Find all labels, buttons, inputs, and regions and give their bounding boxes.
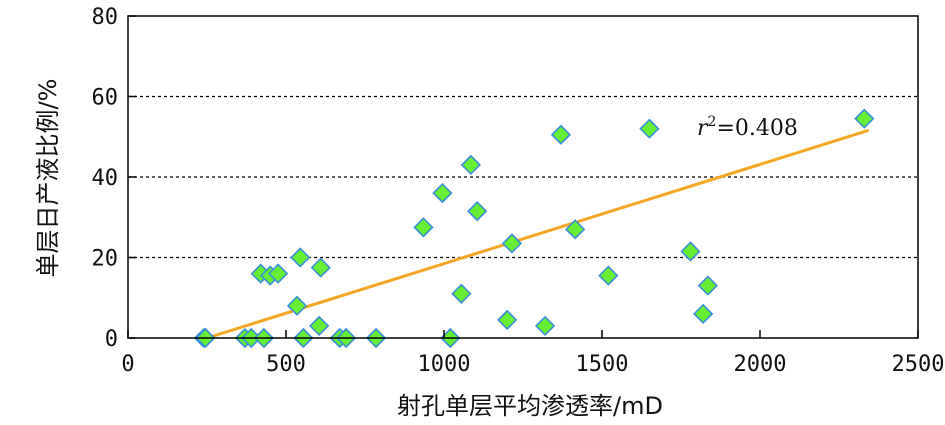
data-point-13 xyxy=(290,247,311,268)
x-tick-label-1000: 1000 xyxy=(418,352,471,377)
data-point-20 xyxy=(460,154,481,176)
x-tick-label-2000: 2000 xyxy=(734,352,787,377)
grid-lines xyxy=(128,95,918,259)
data-point-27 xyxy=(598,265,619,286)
data-point-23 xyxy=(501,233,523,254)
data-point-22 xyxy=(497,309,518,331)
r-squared-superscript: 2 xyxy=(708,114,717,130)
x-tick-label-2500: 2500 xyxy=(892,352,945,377)
data-point-32 xyxy=(854,108,875,129)
y-tick-label-40: 40 xyxy=(92,166,119,191)
y-tick-label-0: 0 xyxy=(105,327,118,352)
data-point-18 xyxy=(432,182,453,204)
data-point-30 xyxy=(692,303,714,324)
trendline xyxy=(205,129,869,340)
y-tick-label-60: 60 xyxy=(92,86,119,111)
data-point-15 xyxy=(310,257,331,278)
data-point-16 xyxy=(309,315,330,337)
r-squared-prefix: r xyxy=(697,116,709,141)
r-squared-annotation: r2=0.408 xyxy=(697,114,798,141)
data-point-28 xyxy=(639,118,660,139)
data-point-24 xyxy=(534,315,556,337)
data-point-17 xyxy=(413,217,434,238)
x-tick-label-1500: 1500 xyxy=(576,352,629,377)
data-point-25 xyxy=(550,124,572,145)
r-squared-value: =0.408 xyxy=(716,116,797,141)
plot-frame xyxy=(127,15,919,339)
x-tick-label-500: 500 xyxy=(266,352,306,377)
data-point-21 xyxy=(467,201,488,222)
data-point-19 xyxy=(451,283,472,304)
plot-border xyxy=(127,15,919,339)
data-point-26 xyxy=(565,219,586,240)
x-tick-label-0: 0 xyxy=(121,352,134,377)
data-point-14 xyxy=(286,295,308,316)
y-axis-title: 单层日产液比例/% xyxy=(34,79,62,278)
axis-ticks: 0 500 1000 1500 2000 2500 0 20 40 60 80 xyxy=(92,5,945,377)
trendline-layer xyxy=(205,129,869,340)
x-axis-title: 射孔单层平均渗透率/mD xyxy=(397,392,663,420)
data-point-12 xyxy=(267,263,289,284)
data-point-31 xyxy=(697,275,718,296)
y-tick-label-20: 20 xyxy=(92,247,119,272)
y-tick-label-80: 80 xyxy=(92,5,119,30)
data-points xyxy=(193,108,875,349)
data-point-29 xyxy=(680,241,701,262)
